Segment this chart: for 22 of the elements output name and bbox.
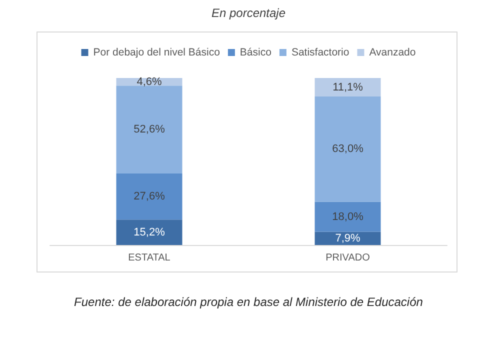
- data-label: 63,0%: [332, 143, 364, 156]
- source-note: Fuente: de elaboración propia en base al Ministerio de Educación: [74, 295, 424, 309]
- bar: [116, 220, 182, 245]
- data-label: 18,0%: [332, 210, 364, 223]
- bar: [116, 86, 182, 174]
- legend-label: Básico: [240, 46, 272, 58]
- legend-label: Por debajo del nivel Básico: [93, 46, 220, 58]
- x-tick-label: ESTATAL: [128, 252, 171, 264]
- data-label: 7,9%: [335, 232, 360, 244]
- x-tick-label: PRIVADO: [326, 252, 370, 264]
- bar: [314, 78, 381, 97]
- legend-label: Satisfactorio: [291, 46, 350, 58]
- legend-label: Avanzado: [369, 46, 416, 58]
- data-label: 15,2%: [134, 226, 166, 238]
- data-label: 52,6%: [134, 124, 166, 136]
- bar: [116, 174, 182, 220]
- chart-title: En porcentaje: [211, 6, 286, 20]
- bar: [314, 202, 381, 232]
- data-label: 4,6%: [136, 76, 162, 88]
- data-label: 11,1%: [332, 81, 364, 94]
- bar: [314, 96, 381, 202]
- data-label: 27,6%: [134, 190, 166, 203]
